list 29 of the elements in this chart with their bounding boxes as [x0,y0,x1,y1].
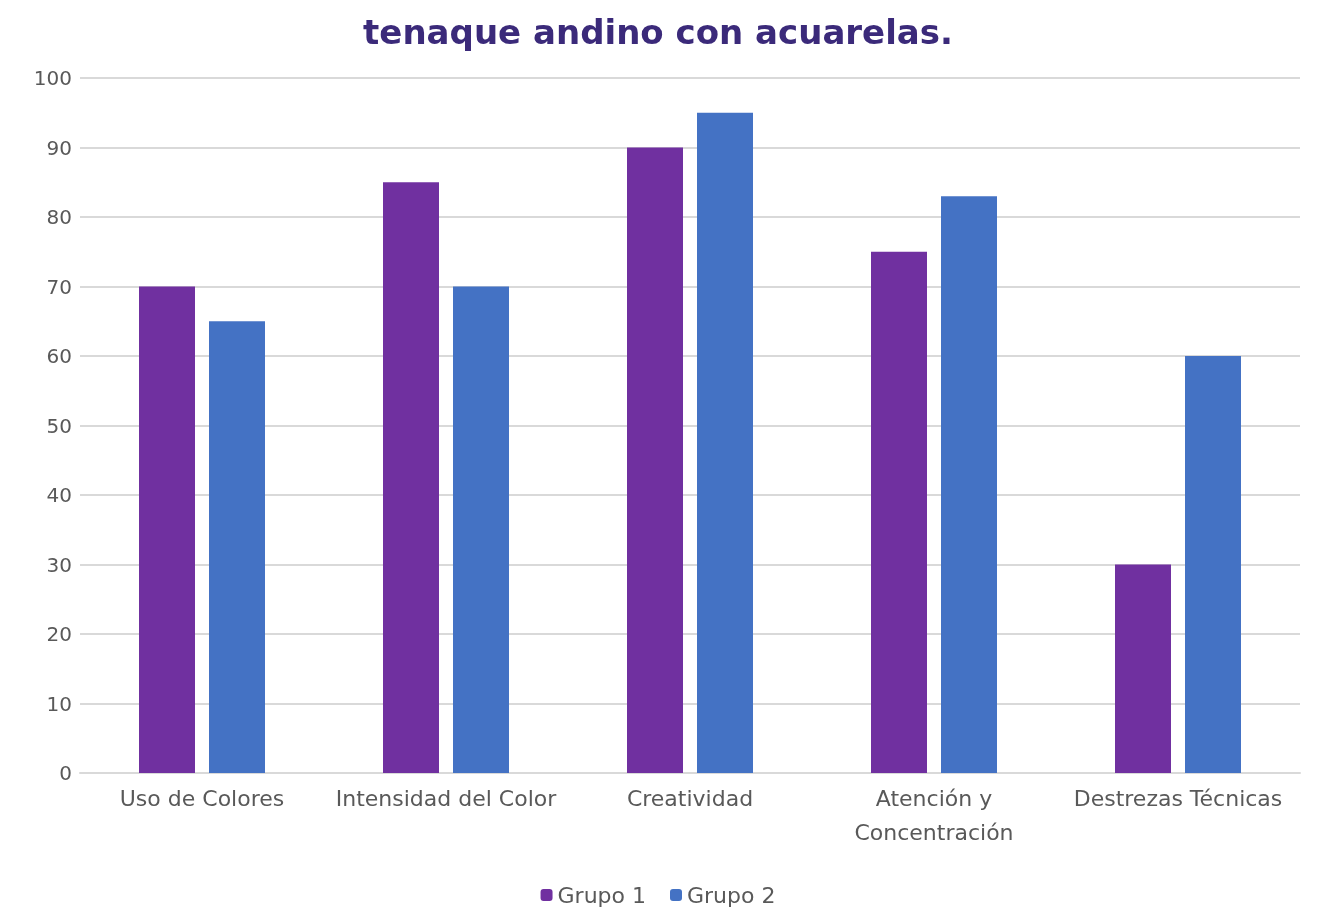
y-tick-label: 30 [46,552,72,577]
y-tick-label: 60 [46,344,72,368]
bar [697,112,753,773]
bar [383,182,439,773]
bar [1185,356,1241,773]
y-tick-label: 0 [59,761,72,785]
y-tick-label: 20 [46,622,72,646]
legend-label: Grupo 1 [557,882,646,908]
y-tick-label: 90 [46,135,72,160]
legend-label: Grupo 2 [687,882,776,908]
y-tick-label: 100 [33,66,72,90]
x-tick-label: Atención y Concentración [854,785,1014,845]
bar [1115,564,1171,773]
y-tick-label: 70 [46,274,72,299]
y-tick-label: 10 [46,691,72,716]
y-tick-label: 40 [46,483,72,507]
y-tick-label: 50 [46,413,72,438]
x-tick-label: Uso de Colores [119,785,285,811]
chart-title: tenaque andino con acuarelas. [363,12,953,52]
bar [209,321,265,773]
bar [627,147,683,773]
bar [139,286,195,773]
x-tick-label: Intensidad del Color [335,785,558,811]
bar [871,251,927,773]
x-tick-label: Creatividad [626,785,754,811]
bar [453,286,509,773]
y-tick-label: 80 [46,205,72,229]
bar [941,196,997,773]
x-tick-label: Destrezas Técnicas [1073,785,1283,811]
